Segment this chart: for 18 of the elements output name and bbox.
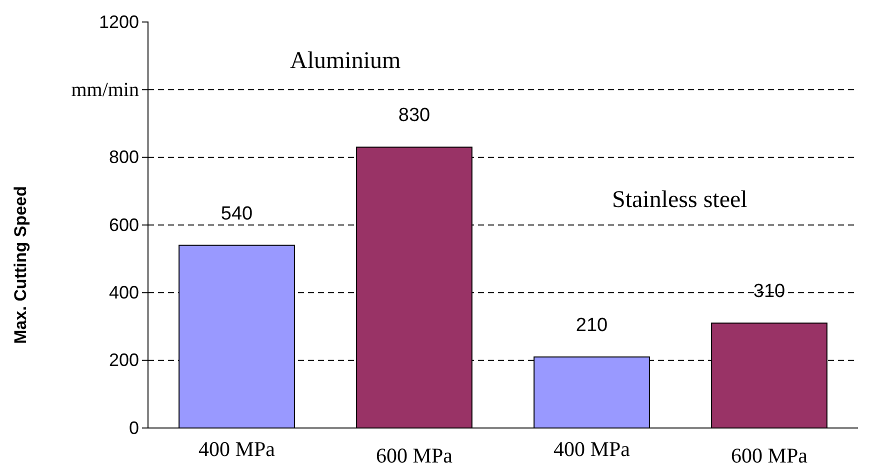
x-tick-label: 600 MPa [376,444,454,468]
y-axis-title: Max. Cutting Speed [11,186,30,344]
y-tick-label: 200 [108,350,139,370]
data-label: 540 [220,203,253,224]
y-tick-label: 400 [108,282,139,302]
x-tick-label: 400 MPa [198,437,276,462]
y-tick-label: 1200 [98,12,139,32]
data-label: 830 [398,105,430,126]
x-tick-label: 400 MPa [554,437,631,462]
annotation: Aluminium [290,48,402,74]
y-tick-label: mm/min [71,79,139,102]
y-tick-label: 600 [108,214,139,235]
y-tick-label: 800 [108,147,139,168]
x-tick-label: 600 MPa [731,444,808,468]
data-label: 210 [576,314,608,336]
y-tick-label: 0 [128,418,139,438]
annotation: Stainless steel [612,187,748,213]
data-label: 310 [753,281,786,302]
